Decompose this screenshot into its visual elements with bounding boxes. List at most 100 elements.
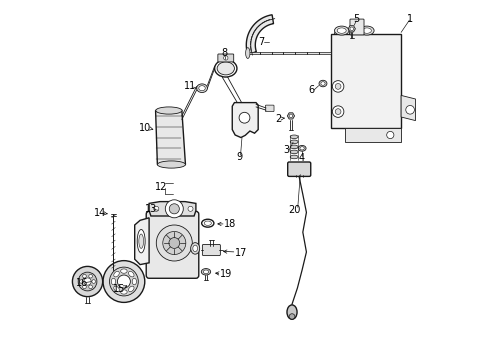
Ellipse shape bbox=[128, 271, 134, 277]
Ellipse shape bbox=[132, 278, 136, 285]
Circle shape bbox=[82, 285, 86, 289]
Polygon shape bbox=[283, 52, 295, 54]
Circle shape bbox=[239, 112, 249, 123]
Ellipse shape bbox=[318, 80, 326, 87]
Circle shape bbox=[168, 238, 179, 248]
Text: 3: 3 bbox=[283, 145, 289, 156]
Ellipse shape bbox=[286, 305, 296, 319]
Polygon shape bbox=[330, 34, 400, 128]
FancyBboxPatch shape bbox=[218, 54, 233, 62]
Ellipse shape bbox=[137, 230, 145, 253]
Polygon shape bbox=[246, 15, 273, 54]
Ellipse shape bbox=[289, 140, 298, 144]
Polygon shape bbox=[271, 52, 283, 54]
Polygon shape bbox=[259, 52, 271, 54]
Circle shape bbox=[153, 206, 159, 211]
Ellipse shape bbox=[299, 147, 304, 150]
Circle shape bbox=[163, 231, 185, 255]
Ellipse shape bbox=[337, 28, 346, 33]
FancyBboxPatch shape bbox=[349, 19, 363, 35]
Polygon shape bbox=[400, 95, 415, 121]
Ellipse shape bbox=[156, 107, 182, 114]
Ellipse shape bbox=[298, 145, 305, 151]
Polygon shape bbox=[306, 52, 318, 54]
Polygon shape bbox=[295, 52, 306, 54]
Polygon shape bbox=[232, 103, 258, 138]
Polygon shape bbox=[134, 218, 149, 265]
Ellipse shape bbox=[157, 161, 185, 168]
Ellipse shape bbox=[289, 145, 298, 149]
Text: 12: 12 bbox=[155, 182, 167, 192]
Ellipse shape bbox=[359, 26, 373, 35]
FancyBboxPatch shape bbox=[202, 244, 220, 256]
Text: 16: 16 bbox=[76, 278, 88, 288]
Text: 5: 5 bbox=[352, 14, 359, 24]
Text: 8: 8 bbox=[221, 48, 226, 58]
Ellipse shape bbox=[289, 150, 298, 154]
Polygon shape bbox=[155, 111, 185, 165]
Polygon shape bbox=[247, 52, 259, 54]
Ellipse shape bbox=[288, 314, 294, 319]
Ellipse shape bbox=[190, 243, 199, 254]
Ellipse shape bbox=[320, 82, 325, 85]
Ellipse shape bbox=[199, 86, 205, 91]
Text: 10: 10 bbox=[139, 123, 151, 133]
Ellipse shape bbox=[192, 245, 197, 252]
Circle shape bbox=[332, 106, 343, 117]
Ellipse shape bbox=[217, 62, 234, 75]
Ellipse shape bbox=[111, 278, 115, 285]
FancyBboxPatch shape bbox=[146, 211, 199, 278]
Circle shape bbox=[405, 105, 413, 114]
Text: 11: 11 bbox=[183, 81, 196, 91]
Circle shape bbox=[89, 274, 92, 278]
Text: 20: 20 bbox=[288, 204, 301, 215]
Ellipse shape bbox=[114, 271, 119, 277]
Ellipse shape bbox=[204, 221, 211, 225]
Circle shape bbox=[332, 81, 343, 92]
Text: 9: 9 bbox=[236, 152, 242, 162]
Ellipse shape bbox=[121, 269, 127, 273]
FancyBboxPatch shape bbox=[265, 105, 273, 112]
Polygon shape bbox=[318, 52, 330, 54]
Ellipse shape bbox=[203, 270, 208, 274]
Circle shape bbox=[349, 27, 353, 31]
Ellipse shape bbox=[362, 28, 371, 33]
Text: 17: 17 bbox=[234, 248, 246, 258]
Circle shape bbox=[78, 272, 97, 291]
Text: 19: 19 bbox=[219, 269, 231, 279]
Circle shape bbox=[223, 56, 227, 60]
Text: 13: 13 bbox=[144, 204, 157, 214]
Circle shape bbox=[335, 109, 340, 114]
FancyBboxPatch shape bbox=[287, 162, 310, 176]
Text: 6: 6 bbox=[308, 85, 314, 95]
Ellipse shape bbox=[139, 234, 143, 248]
Text: 1: 1 bbox=[406, 14, 412, 24]
Ellipse shape bbox=[334, 26, 348, 35]
Text: 18: 18 bbox=[224, 219, 236, 229]
Ellipse shape bbox=[114, 286, 119, 292]
Polygon shape bbox=[345, 128, 400, 142]
Circle shape bbox=[187, 206, 193, 211]
Ellipse shape bbox=[121, 290, 127, 294]
Circle shape bbox=[335, 84, 340, 89]
Circle shape bbox=[117, 275, 130, 288]
Ellipse shape bbox=[289, 135, 298, 139]
Text: 14: 14 bbox=[94, 208, 106, 218]
Circle shape bbox=[109, 267, 138, 296]
Ellipse shape bbox=[128, 286, 134, 292]
Circle shape bbox=[165, 200, 183, 218]
Ellipse shape bbox=[289, 155, 298, 159]
Circle shape bbox=[386, 131, 393, 139]
Circle shape bbox=[89, 285, 92, 289]
Circle shape bbox=[156, 225, 192, 261]
Circle shape bbox=[169, 204, 179, 214]
Text: 2: 2 bbox=[275, 114, 281, 124]
Circle shape bbox=[80, 280, 83, 283]
Ellipse shape bbox=[196, 84, 207, 93]
Ellipse shape bbox=[201, 269, 210, 275]
Circle shape bbox=[288, 114, 292, 118]
Text: 7: 7 bbox=[258, 37, 264, 48]
Polygon shape bbox=[287, 113, 294, 119]
Circle shape bbox=[72, 266, 102, 297]
Polygon shape bbox=[347, 26, 355, 32]
